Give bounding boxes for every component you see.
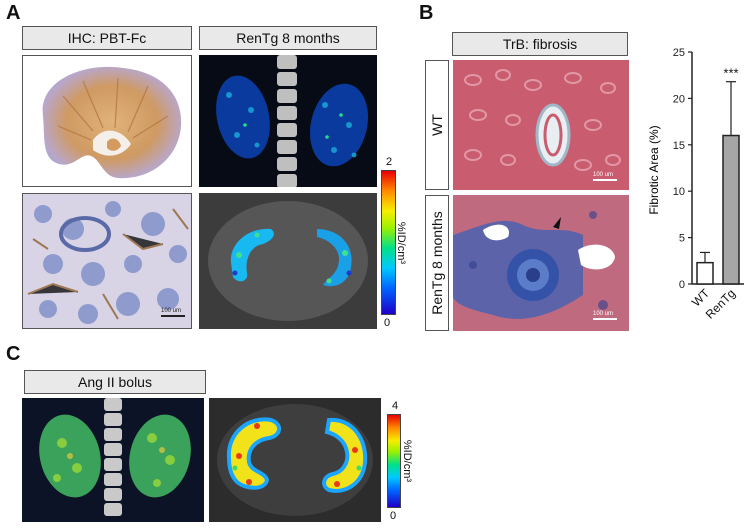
panel-b-letter: B <box>419 2 434 24</box>
panel-b-header: TrB: fibrosis <box>452 32 628 56</box>
chart-x-tick-label: RenTg <box>703 286 738 321</box>
chart-y-tick-label: 15 <box>673 140 685 152</box>
chart-significance-annotation: *** <box>723 66 738 81</box>
colorbar-c-max: 4 <box>392 400 399 412</box>
ihc-microscopy-image: 100 um <box>22 193 192 329</box>
angii-pet-slice-image <box>209 398 381 522</box>
ihc-scale-label: 100 um <box>161 308 182 314</box>
wt-scale-bar: 100 um <box>593 172 617 181</box>
colorbar-a-min: 0 <box>384 317 391 329</box>
colorbar-a-unit: %ID/cm³ <box>395 221 407 265</box>
chart-y-tick-label: 10 <box>673 186 685 198</box>
chart-y-axis-label: Fibrotic Area (%) <box>647 125 661 214</box>
panel-a-header-rentg: RenTg 8 months <box>199 26 377 50</box>
wt-trichrome-image: 100 um <box>453 60 629 190</box>
row-label-rentg-box: RenTg 8 months <box>425 195 449 331</box>
rentg-scale-bar: 100 um <box>593 311 617 320</box>
colorbar-a-max: 2 <box>386 156 393 168</box>
chart-y-tick-label: 20 <box>673 93 685 105</box>
ihc-scale-bar: 100 um <box>161 308 185 317</box>
panel-c-letter: C <box>6 343 21 365</box>
colorbar-a <box>381 170 396 315</box>
panel-c-header: Ang II bolus <box>24 370 206 394</box>
colorbar-c <box>387 414 401 508</box>
chart-bar-rentg <box>722 134 740 285</box>
angii-pet-body-image <box>22 398 204 522</box>
chart-bar-wt <box>696 261 714 285</box>
pet-kidney-image <box>199 55 377 187</box>
colorbar-c-unit: %ID/cm³ <box>401 439 413 483</box>
colorbar-c-min: 0 <box>390 510 397 522</box>
rentg-scale-label: 100 um <box>593 311 614 317</box>
wt-scale-label: 100 um <box>593 172 614 178</box>
chart-y-tick-label: 25 <box>673 47 685 59</box>
fibrotic-area-chart: Fibrotic Area (%) 0 5 10 15 20 25 WT RenTg *** <box>640 30 752 350</box>
panel-a-header-ihc: IHC: PBT-Fc <box>22 26 192 50</box>
ihc-kidney-image <box>22 55 192 187</box>
row-label-rentg: RenTg 8 months <box>429 211 445 315</box>
chart-y-tick-label: 0 <box>679 279 685 291</box>
panel-a-letter: A <box>6 2 21 24</box>
row-label-wt: WT <box>428 114 445 136</box>
pet-ct-slice-image <box>199 193 377 329</box>
rentg-trichrome-image: 100 um <box>453 195 629 331</box>
chart-y-tick-label: 5 <box>679 233 685 245</box>
row-label-wt-box: WT <box>425 60 449 190</box>
